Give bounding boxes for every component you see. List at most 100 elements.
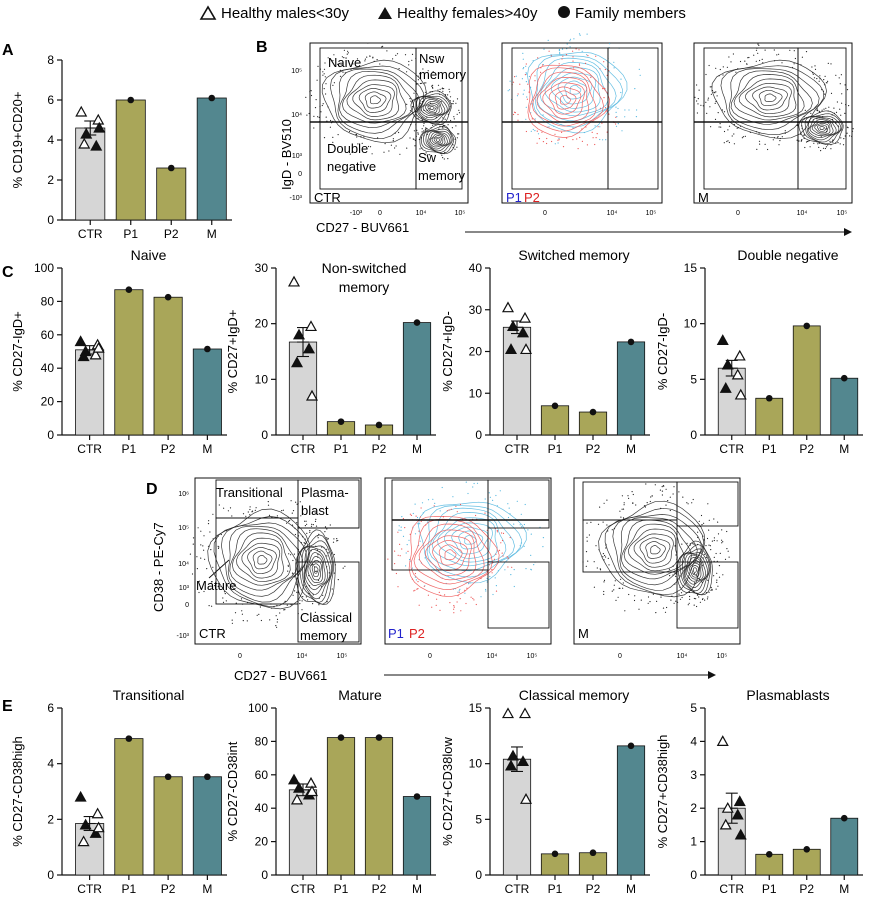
event-dot: [536, 142, 538, 144]
event-dot: [448, 576, 450, 578]
contour-line: [257, 554, 268, 565]
family-member-point: [164, 293, 172, 301]
event-dot: [647, 602, 649, 604]
event-dot: [231, 515, 233, 517]
event-dot: [578, 63, 581, 65]
y-tick-label: 0: [261, 868, 268, 882]
event-dot: [617, 107, 619, 110]
event-dot: [501, 539, 504, 542]
event-dot: [497, 550, 499, 552]
event-dot: [761, 58, 763, 61]
event-dot: [611, 529, 613, 531]
event-dot: [524, 74, 527, 76]
contour-line: [431, 135, 444, 145]
event-dot: [531, 103, 533, 105]
event-dot: [701, 524, 703, 526]
contour-line: [554, 90, 577, 110]
event-dot: [321, 104, 323, 107]
event-dot: [726, 66, 729, 68]
contour-line: [418, 529, 477, 581]
event-dot: [417, 96, 419, 99]
event-dot: [402, 518, 404, 520]
event-dot: [453, 118, 455, 120]
flow-d-y-axis-label: CD38 - PE-Cy7: [151, 522, 166, 612]
event-dot: [672, 493, 674, 495]
event-dot: [417, 132, 419, 134]
y-axis-label: % CD27+CD38high: [655, 735, 670, 849]
event-dot: [442, 117, 444, 119]
event-dot: [520, 542, 523, 544]
bar-ctr: [75, 349, 105, 436]
ctr-point-filled-triangle: [292, 328, 306, 340]
event-dot: [310, 525, 313, 527]
event-dot: [449, 105, 451, 107]
event-dot: [602, 88, 604, 90]
y-tick-label: 6: [47, 93, 54, 107]
ctr-point-open-triangle: [519, 793, 533, 804]
event-dot: [330, 552, 333, 554]
event-dot: [377, 137, 379, 139]
event-dot: [835, 111, 838, 113]
event-dot: [337, 579, 339, 581]
flow-b-x-axis-label: CD27 - BUV661: [316, 220, 409, 235]
event-dot: [773, 137, 776, 139]
flow-panel-d: CD38 - PE-Cy7 CD27 - BUV661 10⁶ 10⁵ 10⁴ …: [151, 477, 741, 683]
event-dot: [376, 59, 378, 61]
x-tick-label: M: [207, 227, 217, 241]
event-dot: [312, 524, 314, 526]
event-dot: [421, 101, 423, 103]
event-dot: [324, 531, 326, 533]
event-dot: [367, 42, 369, 44]
event-dot: [514, 112, 516, 114]
event-dot: [330, 119, 332, 122]
event-dot: [656, 600, 658, 603]
event-dot: [728, 141, 731, 144]
event-dot: [404, 54, 407, 56]
event-dot: [573, 38, 575, 40]
event-dot: [361, 142, 363, 144]
event-dot: [310, 616, 312, 618]
event-dot: [304, 538, 306, 540]
event-dot: [324, 526, 327, 528]
contour-line: [451, 526, 489, 555]
event-dot: [415, 515, 417, 517]
event-dot: [464, 589, 466, 591]
event-dot: [212, 566, 214, 568]
event-dot: [459, 503, 462, 506]
contour-line: [544, 67, 601, 113]
event-dot: [716, 540, 718, 542]
event-dot: [311, 523, 313, 525]
event-dot: [299, 501, 301, 503]
x-tick-label: P2: [586, 442, 601, 456]
event-dot: [689, 543, 692, 545]
ctr-point-open-triangle: [519, 343, 533, 355]
contour-line: [425, 130, 452, 152]
event-dot: [718, 565, 721, 567]
event-dot: [397, 586, 399, 588]
event-dot: [827, 62, 829, 64]
event-dot: [425, 128, 427, 130]
event-dot: [851, 135, 853, 137]
event-dot: [459, 588, 461, 590]
event-dot: [486, 577, 488, 580]
event-dot: [615, 116, 617, 118]
event-dot: [713, 539, 715, 542]
event-dot: [697, 536, 699, 539]
contour-line: [207, 508, 311, 610]
event-dot: [558, 63, 560, 65]
event-dot: [371, 153, 373, 155]
ctr-point-open-triangle: [518, 707, 532, 719]
contour-line: [738, 78, 797, 118]
event-dot: [499, 490, 501, 492]
event-dot: [732, 53, 735, 55]
event-dot: [713, 556, 715, 559]
event-dot: [513, 569, 515, 571]
contour-line: [413, 523, 485, 585]
event-dot: [500, 542, 502, 544]
event-dot: [606, 131, 608, 133]
event-dot: [414, 145, 416, 147]
event-dot: [717, 585, 719, 587]
event-dot: [456, 511, 458, 513]
event-dot: [337, 63, 339, 65]
event-dot: [801, 125, 803, 127]
